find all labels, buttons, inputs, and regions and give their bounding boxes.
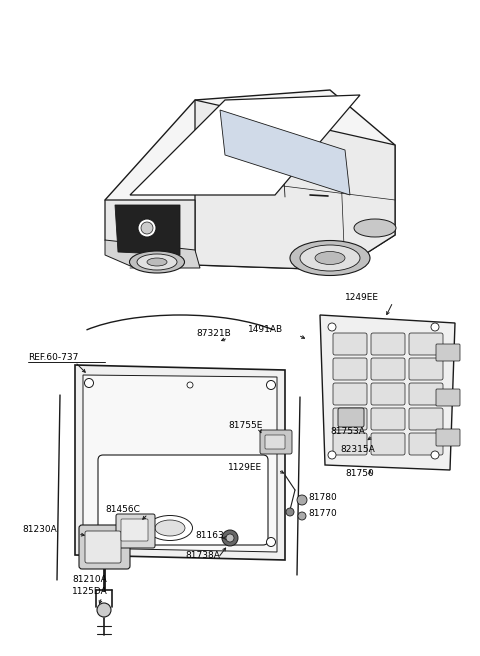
Circle shape <box>266 537 276 546</box>
Text: 81230A: 81230A <box>22 525 57 535</box>
Circle shape <box>222 530 238 546</box>
Polygon shape <box>105 90 395 270</box>
Text: 81755E: 81755E <box>228 420 263 430</box>
Polygon shape <box>105 240 200 268</box>
FancyBboxPatch shape <box>436 344 460 361</box>
Polygon shape <box>115 205 180 255</box>
Circle shape <box>431 451 439 459</box>
Circle shape <box>297 495 307 505</box>
Polygon shape <box>105 200 195 265</box>
Text: 81770: 81770 <box>308 508 337 518</box>
Polygon shape <box>130 95 360 195</box>
FancyBboxPatch shape <box>116 514 155 548</box>
Text: 81163: 81163 <box>195 531 224 539</box>
FancyBboxPatch shape <box>409 383 443 405</box>
FancyBboxPatch shape <box>333 333 367 355</box>
Ellipse shape <box>315 251 345 264</box>
Text: 81753A: 81753A <box>330 428 365 436</box>
Text: 1491AB: 1491AB <box>248 325 283 335</box>
Polygon shape <box>75 365 285 560</box>
Text: 82315A: 82315A <box>340 445 375 455</box>
Text: 81780: 81780 <box>308 493 337 501</box>
Polygon shape <box>320 315 455 470</box>
FancyBboxPatch shape <box>333 433 367 455</box>
Text: 81456C: 81456C <box>105 506 140 514</box>
FancyBboxPatch shape <box>371 408 405 430</box>
FancyBboxPatch shape <box>121 519 148 541</box>
FancyBboxPatch shape <box>371 358 405 380</box>
FancyBboxPatch shape <box>85 531 121 563</box>
Circle shape <box>266 380 276 390</box>
FancyBboxPatch shape <box>409 433 443 455</box>
Ellipse shape <box>147 516 192 541</box>
FancyBboxPatch shape <box>436 389 460 406</box>
Text: 1129EE: 1129EE <box>228 462 262 472</box>
Ellipse shape <box>300 245 360 271</box>
FancyBboxPatch shape <box>371 433 405 455</box>
FancyBboxPatch shape <box>333 383 367 405</box>
FancyBboxPatch shape <box>409 333 443 355</box>
Text: 81738A: 81738A <box>185 550 220 560</box>
Circle shape <box>431 323 439 331</box>
Circle shape <box>328 323 336 331</box>
FancyBboxPatch shape <box>98 455 268 545</box>
FancyBboxPatch shape <box>265 435 285 449</box>
Text: REF.60-737: REF.60-737 <box>28 354 78 363</box>
FancyBboxPatch shape <box>371 383 405 405</box>
Text: 87321B: 87321B <box>196 329 231 337</box>
Circle shape <box>97 603 111 617</box>
FancyBboxPatch shape <box>436 429 460 446</box>
Circle shape <box>298 512 306 520</box>
Circle shape <box>286 508 294 516</box>
FancyBboxPatch shape <box>79 525 130 569</box>
FancyBboxPatch shape <box>333 358 367 380</box>
Circle shape <box>141 222 153 234</box>
Ellipse shape <box>137 254 177 270</box>
Circle shape <box>84 379 94 388</box>
Ellipse shape <box>155 520 185 536</box>
Text: 1249EE: 1249EE <box>345 293 379 302</box>
Ellipse shape <box>147 258 167 266</box>
Circle shape <box>226 534 234 542</box>
FancyBboxPatch shape <box>333 408 367 430</box>
Circle shape <box>187 382 193 388</box>
Circle shape <box>84 537 94 546</box>
Circle shape <box>138 219 156 237</box>
Polygon shape <box>220 110 350 195</box>
Ellipse shape <box>354 219 396 237</box>
Ellipse shape <box>290 241 370 276</box>
Circle shape <box>328 451 336 459</box>
Text: 81750: 81750 <box>345 470 374 478</box>
FancyBboxPatch shape <box>260 430 292 454</box>
FancyBboxPatch shape <box>371 333 405 355</box>
Ellipse shape <box>130 251 184 273</box>
Polygon shape <box>195 100 395 270</box>
FancyBboxPatch shape <box>409 358 443 380</box>
FancyBboxPatch shape <box>409 408 443 430</box>
FancyBboxPatch shape <box>338 408 364 427</box>
Text: 81210A: 81210A <box>72 575 107 584</box>
Text: 1125DA: 1125DA <box>72 588 108 596</box>
Polygon shape <box>83 375 277 552</box>
